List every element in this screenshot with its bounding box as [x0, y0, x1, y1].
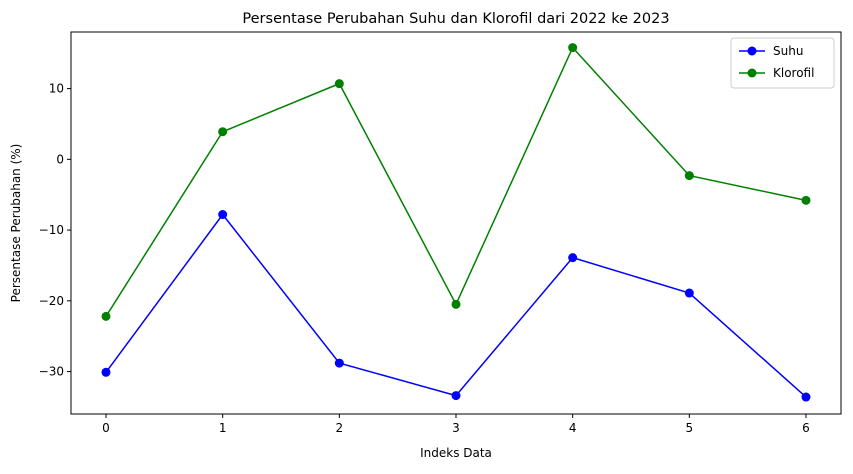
data-point-klorofil: [568, 43, 578, 53]
x-tick-label: 6: [802, 421, 810, 435]
y-tick-label: −20: [39, 294, 64, 308]
x-tick-label: 4: [569, 421, 577, 435]
x-tick-label: 0: [102, 421, 110, 435]
data-point-klorofil: [218, 127, 228, 137]
plot-frame: [70, 31, 842, 415]
plot-area: [70, 31, 842, 415]
legend-marker: [747, 46, 757, 56]
legend-marker: [747, 68, 757, 78]
data-point-suhu: [684, 288, 694, 298]
data-point-suhu: [334, 358, 344, 368]
data-point-klorofil: [334, 79, 344, 89]
data-point-suhu: [801, 392, 811, 402]
data-point-suhu: [451, 391, 461, 401]
series-layer: [101, 43, 811, 402]
data-point-klorofil: [684, 171, 694, 181]
series-line-klorofil: [105, 46, 807, 317]
x-tick-label: 5: [686, 421, 694, 435]
legend-label: Klorofil: [773, 66, 814, 80]
data-point-klorofil: [451, 299, 461, 309]
data-point-suhu: [218, 210, 228, 220]
x-tick-label: 3: [452, 421, 460, 435]
data-point-klorofil: [101, 311, 111, 321]
data-point-klorofil: [801, 195, 811, 205]
data-point-suhu: [101, 367, 111, 377]
x-tick-label: 1: [219, 421, 227, 435]
y-tick-label: 10: [49, 82, 64, 96]
y-tick-label: −10: [39, 223, 64, 237]
data-point-suhu: [568, 253, 578, 263]
y-axis-label: Persentase Perubahan (%): [9, 144, 23, 303]
x-tick-label: 2: [336, 421, 344, 435]
legend-label: Suhu: [773, 44, 803, 58]
y-axis: 10 0 −10 −20 −30: [39, 82, 71, 379]
x-axis-label: Indeks Data: [420, 446, 492, 460]
legend: Suhu Klorofil: [730, 37, 835, 89]
y-tick-label: −30: [39, 365, 64, 379]
y-tick-label: 0: [56, 152, 64, 166]
x-axis: 0 1 2 3 4 5 6: [102, 414, 810, 435]
chart-title: Persentase Perubahan Suhu dan Klorofil d…: [242, 11, 669, 27]
